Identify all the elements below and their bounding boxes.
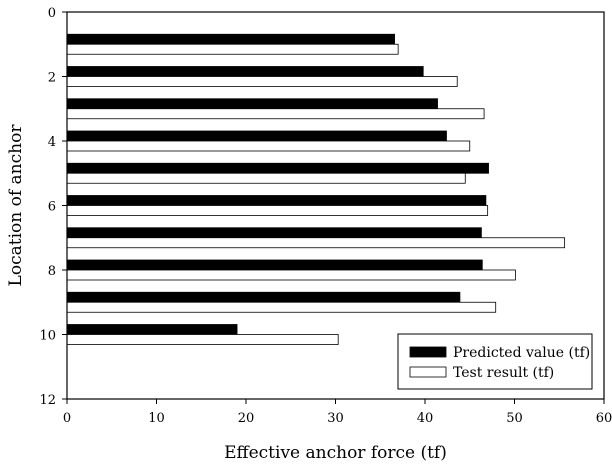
bar-test-10 [66,334,339,345]
y-tick-label: 0 [48,6,56,21]
legend-swatch-predicted [409,346,447,358]
bar-test-4 [66,140,471,152]
y-axis-label: Location of anchor [6,124,26,287]
legend: Predicted value (tf) Test result (tf) [397,333,593,390]
x-tick-label: 20 [238,411,255,426]
x-tick-label: 0 [63,411,71,426]
bar-predicted-9 [66,291,461,303]
y-tick-label: 12 [39,393,56,408]
bars-layer [66,33,566,345]
x-tick-label: 40 [417,411,434,426]
bar-test-2 [66,76,458,87]
legend-label-test: Test result (tf) [453,365,554,381]
bar-predicted-4 [66,130,447,142]
bar-test-7 [66,237,566,249]
x-tick-label: 60 [596,411,612,426]
bar-test-6 [66,205,489,216]
y-tick-label: 10 [39,329,56,344]
legend-box [397,333,593,390]
bar-test-8 [66,269,516,281]
x-tick-label: 50 [506,411,523,426]
y-tick-label: 8 [48,264,56,279]
y-tick-label: 6 [48,200,56,215]
legend-label-predicted: Predicted value (tf) [453,345,590,361]
bar-predicted-6 [66,195,487,206]
bar-test-1 [66,43,399,55]
bar-test-5 [66,172,466,184]
x-axis-ticks: 0 10 20 30 40 50 60 [63,399,612,426]
x-tick-label: 10 [148,411,165,426]
y-tick-label: 4 [48,135,56,150]
bar-test-3 [66,108,485,120]
bar-predicted-8 [66,259,483,271]
y-axis-ticks: 0 2 4 6 8 10 12 [39,6,67,408]
bar-predicted-5 [66,162,489,174]
bar-predicted-10 [66,324,238,335]
bar-predicted-2 [66,66,424,77]
x-tick-label: 30 [327,411,344,426]
bar-predicted-7 [66,227,482,239]
bar-predicted-1 [66,33,395,45]
bar-predicted-3 [66,98,438,110]
bar-test-9 [66,301,497,313]
y-tick-label: 2 [48,71,56,86]
x-axis-label: Effective anchor force (tf) [224,443,447,463]
legend-swatch-test [409,366,447,378]
